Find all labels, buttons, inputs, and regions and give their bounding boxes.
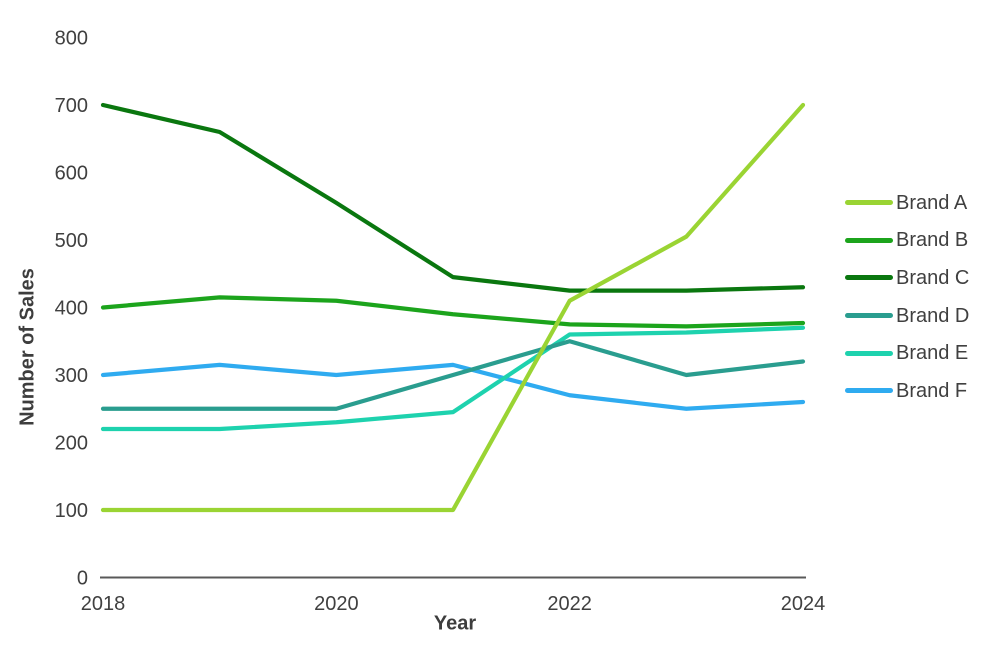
legend-item-brand-f: Brand F [845, 372, 969, 410]
legend-swatch-brand-e [845, 350, 893, 356]
y-tick-label-100: 100 [55, 500, 88, 522]
legend-label-brand-f: Brand F [896, 379, 968, 402]
x-tick-label-2018: 2018 [81, 593, 126, 615]
y-tick-label-800: 800 [55, 28, 88, 50]
legend-label-brand-e: Brand E [896, 342, 969, 365]
x-tick-label-2024: 2024 [781, 593, 826, 615]
y-tick-label-500: 500 [55, 230, 88, 252]
legend-swatch-brand-f [845, 388, 893, 394]
y-tick-label-200: 200 [55, 433, 88, 455]
legend: Brand A Brand B Brand C Brand D Brand E Brand… [845, 184, 969, 410]
y-axis-title: Number of Sales [16, 268, 39, 426]
y-tick-label-600: 600 [55, 163, 88, 185]
legend-swatch-brand-b [845, 237, 893, 243]
legend-swatch-brand-a [845, 200, 893, 206]
legend-label-brand-c: Brand C [896, 266, 970, 289]
legend-label-brand-b: Brand B [896, 229, 969, 252]
series-line-brand-b [100, 295, 806, 329]
legend-item-brand-b: Brand B [845, 222, 969, 260]
y-tick-label-700: 700 [55, 95, 88, 117]
legend-item-brand-c: Brand C [845, 259, 969, 297]
series-line-brand-e [100, 325, 806, 432]
legend-label-brand-a: Brand A [896, 191, 968, 214]
legend-swatch-brand-d [845, 313, 893, 319]
y-tick-label-400: 400 [55, 298, 88, 320]
x-tick-label-2020: 2020 [314, 593, 359, 615]
legend-label-brand-d: Brand D [896, 304, 970, 327]
y-tick-label-300: 300 [55, 365, 88, 387]
x-tick-label-2022: 2022 [547, 593, 592, 615]
series-line-brand-a [100, 102, 806, 513]
legend-item-brand-a: Brand A [845, 184, 969, 222]
legend-item-brand-e: Brand E [845, 334, 969, 372]
y-tick-label-0: 0 [77, 568, 88, 590]
series-line-brand-d [100, 339, 806, 411]
x-axis-title: Year [433, 612, 477, 635]
legend-swatch-brand-c [845, 275, 893, 281]
legend-item-brand-d: Brand D [845, 297, 969, 335]
series-line-brand-c [100, 102, 806, 293]
series-line-brand-f [100, 362, 806, 411]
